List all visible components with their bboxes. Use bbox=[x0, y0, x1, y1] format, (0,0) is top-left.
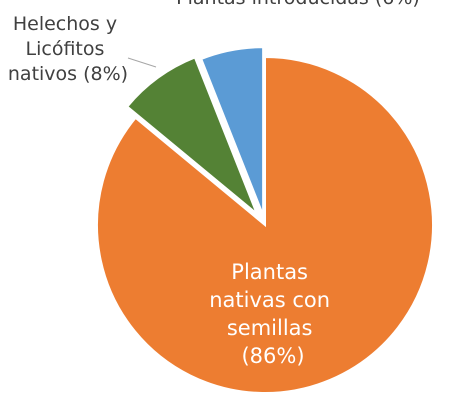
leader-line-ferns bbox=[127, 57, 157, 68]
label-leader-lines bbox=[127, 57, 157, 68]
slice-label-native-seed-plants: Plantas nativas con semillas (86%) bbox=[209, 260, 337, 368]
slice-label-native-seed-plants-line-2: nativas con bbox=[209, 288, 330, 312]
pie-slices bbox=[96, 46, 434, 394]
slice-label-native-seed-plants-line-4: (86%) bbox=[241, 344, 304, 368]
slice-label-native-seed-plants-line-1: Plantas bbox=[231, 260, 308, 284]
slice-label-native-ferns-line-2: Licófitos bbox=[26, 38, 105, 60]
slice-label-native-ferns: Helechos y Licófitos nativos (8%) bbox=[8, 13, 128, 85]
slice-label-native-seed-plants-line-3: semillas bbox=[227, 316, 313, 340]
slice-label-introduced-plants-line-1: Plantas introducidas (6%) bbox=[176, 0, 420, 9]
slice-label-native-ferns-line-1: Helechos y bbox=[13, 13, 117, 35]
slice-label-native-ferns-line-3: nativos (8%) bbox=[8, 63, 128, 85]
slice-native-seed-plants bbox=[96, 55, 434, 394]
slice-introduced-plants bbox=[199, 46, 265, 216]
slice-label-introduced-plants: Plantas introducidas (6%) bbox=[176, 0, 420, 9]
slice-native-ferns bbox=[125, 56, 258, 215]
